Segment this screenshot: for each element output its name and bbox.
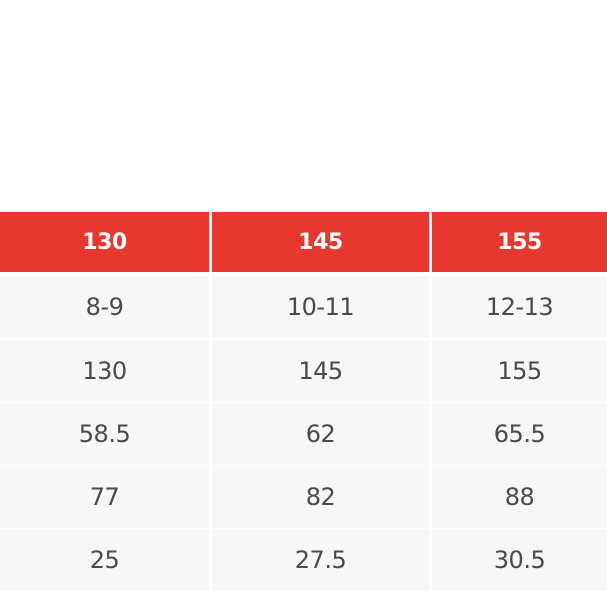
table-cell: 10-11 xyxy=(212,276,429,338)
table-cell: 130 xyxy=(0,340,209,402)
table-cell: 155 xyxy=(432,340,607,402)
table-cell: 58.5 xyxy=(0,403,209,465)
table-cell: 27.5 xyxy=(212,529,429,591)
table-cell: 77 xyxy=(0,466,209,528)
header-cell: 130 xyxy=(0,212,209,272)
table-cell: 88 xyxy=(432,466,607,528)
table-cell: 12-13 xyxy=(432,276,607,338)
table-cell: 30.5 xyxy=(432,529,607,591)
table-cell: 145 xyxy=(212,340,429,402)
table-cell: 62 xyxy=(212,403,429,465)
table-row: 77 82 88 xyxy=(0,466,607,528)
table-cell: 82 xyxy=(212,466,429,528)
table-header-row: 130 145 155 xyxy=(0,212,607,272)
header-cell: 145 xyxy=(212,212,429,272)
table-row: 8-9 10-11 12-13 xyxy=(0,276,607,338)
table-cell: 25 xyxy=(0,529,209,591)
table-row: 130 145 155 xyxy=(0,340,607,402)
header-cell: 155 xyxy=(432,212,607,272)
table-row: 58.5 62 65.5 xyxy=(0,403,607,465)
table-cell: 8-9 xyxy=(0,276,209,338)
table-row: 25 27.5 30.5 xyxy=(0,529,607,591)
table-cell: 65.5 xyxy=(432,403,607,465)
